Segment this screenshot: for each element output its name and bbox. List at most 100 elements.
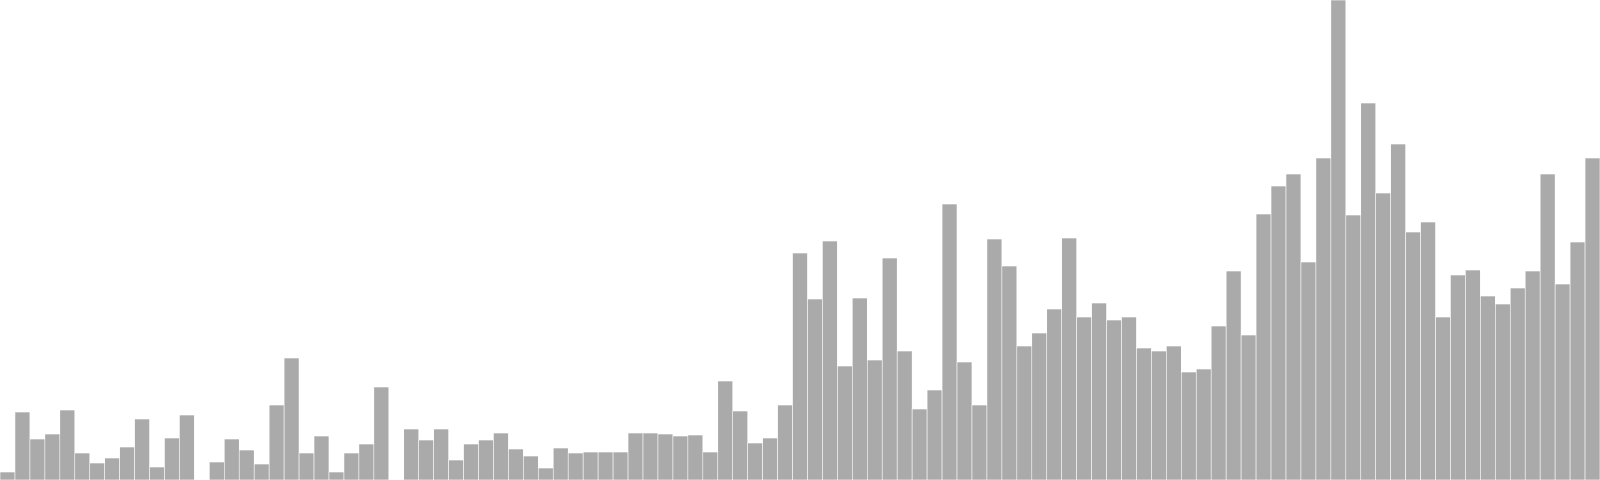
bar-101 [1495, 303, 1511, 480]
bar-97 [1435, 316, 1451, 480]
bar-85 [1255, 213, 1272, 480]
bar-89 [1315, 157, 1332, 480]
bar-66 [971, 404, 988, 480]
bar-23 [328, 471, 345, 480]
bar-24 [343, 452, 360, 480]
bar-103 [1524, 270, 1541, 480]
bar-69 [1016, 345, 1033, 480]
bar-63 [926, 389, 943, 480]
bar-12 [164, 437, 180, 480]
bar-90 [1330, 0, 1347, 480]
bar-104 [1539, 173, 1556, 480]
bar-53 [777, 404, 793, 480]
bar-86 [1270, 185, 1287, 480]
bar-3 [29, 438, 46, 480]
bar-94 [1390, 143, 1406, 480]
bar-6 [74, 452, 91, 480]
bar-39 [567, 452, 584, 480]
bar-67 [986, 238, 1003, 480]
bar-44 [642, 432, 659, 480]
bar-18 [253, 463, 270, 480]
bar-74 [1091, 302, 1107, 480]
bar-102 [1509, 287, 1526, 480]
bar-92 [1360, 102, 1376, 480]
bar-38 [552, 447, 569, 480]
bar-28 [403, 428, 419, 480]
bar-2 [14, 411, 31, 480]
bar-106 [1569, 241, 1586, 480]
bar-4 [44, 433, 61, 480]
bar-96 [1420, 221, 1436, 480]
bar-31 [448, 459, 464, 480]
bar-107 [1584, 157, 1600, 480]
bar-91 [1345, 214, 1362, 480]
bar-76 [1121, 316, 1137, 480]
bar-80 [1181, 371, 1197, 480]
bar-95 [1405, 231, 1421, 480]
bar-47 [687, 434, 704, 480]
bar-73 [1076, 316, 1092, 480]
bar-70 [1031, 332, 1048, 480]
bar-37 [538, 467, 554, 480]
bar-75 [1106, 319, 1122, 480]
bar-34 [493, 432, 509, 480]
bar-7 [89, 462, 105, 480]
bar-81 [1195, 368, 1212, 480]
bar-72 [1061, 237, 1077, 480]
bar-8 [104, 457, 120, 480]
bar-19 [268, 404, 285, 480]
bar-20 [283, 357, 300, 480]
bar-54 [792, 252, 808, 480]
bar-41 [597, 451, 614, 480]
bar-15 [209, 461, 225, 480]
bar-58 [852, 297, 868, 480]
bar-49 [717, 380, 734, 480]
bar-52 [762, 437, 778, 480]
bar-26 [373, 386, 390, 480]
bar-5 [59, 409, 76, 480]
bar-61 [896, 350, 913, 480]
bar-9 [119, 446, 135, 480]
bar-30 [433, 428, 449, 480]
bar-17 [238, 449, 255, 480]
bar-98 [1450, 274, 1466, 480]
bar-29 [418, 439, 434, 480]
bar-65 [956, 361, 973, 480]
bar-64 [941, 203, 958, 480]
bar-22 [313, 435, 330, 480]
bar-16 [224, 438, 240, 480]
bar-33 [478, 439, 494, 480]
bar-100 [1480, 295, 1496, 480]
bar-60 [881, 257, 898, 480]
bar-43 [627, 432, 644, 480]
bar-88 [1300, 261, 1317, 480]
bar-42 [612, 451, 629, 480]
bar-10 [134, 418, 150, 480]
bar-35 [508, 448, 524, 480]
bar-40 [582, 451, 599, 480]
bar-13 [179, 414, 195, 480]
bar-105 [1554, 283, 1571, 480]
bar-99 [1465, 269, 1481, 480]
bar-11 [149, 466, 165, 480]
bar-82 [1210, 325, 1227, 480]
bar-48 [702, 451, 719, 480]
bar-87 [1285, 173, 1302, 480]
bar-45 [657, 433, 674, 480]
bar-71 [1046, 308, 1062, 480]
bar-59 [866, 359, 883, 480]
bar-32 [463, 443, 479, 480]
bar-62 [911, 408, 928, 480]
bar-79 [1166, 345, 1182, 480]
bar-46 [672, 435, 689, 480]
bar-77 [1136, 347, 1152, 480]
bar-1 [0, 471, 16, 480]
bar-25 [358, 443, 375, 480]
bar-83 [1225, 270, 1242, 480]
bar-68 [1001, 265, 1018, 480]
bar-84 [1240, 334, 1257, 480]
bar-93 [1375, 192, 1391, 480]
bar-56 [822, 240, 838, 480]
